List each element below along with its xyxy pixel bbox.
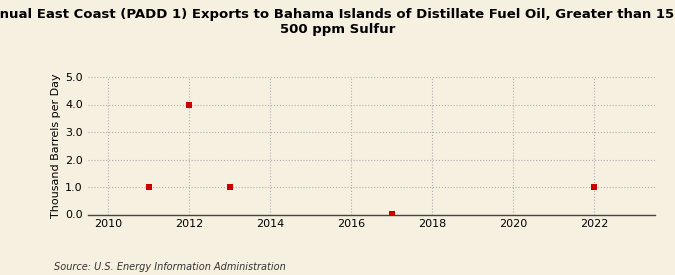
Point (386, 211, 397, 216)
Text: Annual East Coast (PADD 1) Exports to Bahama Islands of Distillate Fuel Oil, Gre: Annual East Coast (PADD 1) Exports to Ba… (0, 8, 675, 36)
Text: Source: U.S. Energy Information Administration: Source: U.S. Energy Information Administ… (54, 262, 286, 272)
Y-axis label: Thousand Barrels per Day: Thousand Barrels per Day (51, 73, 61, 218)
Point (589, 185, 599, 189)
Point (184, 102, 194, 107)
Point (224, 185, 235, 189)
Point (143, 185, 154, 189)
